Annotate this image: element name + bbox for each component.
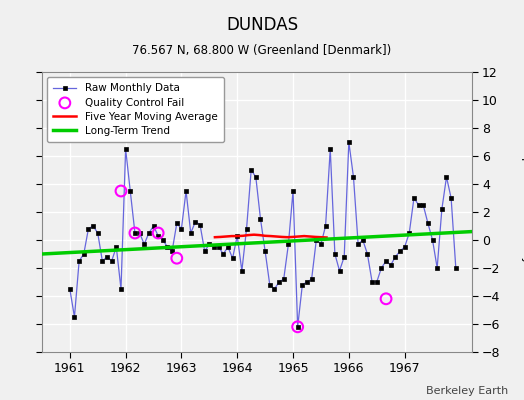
Five Year Moving Average xyxy=(217,234,224,239)
Five Year Moving Average xyxy=(245,233,252,238)
Quality Control Fail xyxy=(172,255,181,262)
Five Year Moving Average xyxy=(223,234,229,239)
Quality Control Fail xyxy=(131,230,139,236)
Five Year Moving Average xyxy=(307,234,313,239)
Five Year Moving Average xyxy=(312,234,319,239)
Five Year Moving Average xyxy=(279,234,285,239)
Raw Monthly Data xyxy=(67,286,73,291)
Five Year Moving Average xyxy=(285,235,291,240)
Raw Monthly Data xyxy=(71,314,78,319)
Five Year Moving Average xyxy=(239,234,246,238)
Quality Control Fail xyxy=(154,230,162,236)
Y-axis label: Temperature Anomaly (°C): Temperature Anomaly (°C) xyxy=(521,133,524,291)
Five Year Moving Average xyxy=(256,233,263,238)
Quality Control Fail xyxy=(293,324,302,330)
Text: 76.567 N, 68.800 W (Greenland [Denmark]): 76.567 N, 68.800 W (Greenland [Denmark]) xyxy=(133,44,391,57)
Quality Control Fail xyxy=(117,188,125,194)
Five Year Moving Average xyxy=(268,234,274,238)
Five Year Moving Average xyxy=(290,234,296,239)
Raw Monthly Data xyxy=(346,140,352,144)
Raw Monthly Data xyxy=(453,266,459,270)
Raw Monthly Data xyxy=(239,268,245,273)
Raw Monthly Data xyxy=(90,224,96,228)
Five Year Moving Average xyxy=(273,234,279,239)
Quality Control Fail xyxy=(382,296,390,302)
Five Year Moving Average xyxy=(301,234,308,238)
Raw Monthly Data xyxy=(388,263,394,268)
Five Year Moving Average xyxy=(296,234,302,239)
Raw Monthly Data xyxy=(369,280,375,284)
Text: DUNDAS: DUNDAS xyxy=(226,16,298,34)
Line: Five Year Moving Average: Five Year Moving Average xyxy=(215,235,326,238)
Text: Berkeley Earth: Berkeley Earth xyxy=(426,386,508,396)
Five Year Moving Average xyxy=(323,235,330,240)
Five Year Moving Average xyxy=(228,234,235,238)
Five Year Moving Average xyxy=(262,234,268,238)
Five Year Moving Average xyxy=(234,234,241,238)
Legend: Raw Monthly Data, Quality Control Fail, Five Year Moving Average, Long-Term Tren: Raw Monthly Data, Quality Control Fail, … xyxy=(47,77,224,142)
Five Year Moving Average xyxy=(212,235,218,240)
Raw Monthly Data xyxy=(294,324,301,329)
Raw Monthly Data xyxy=(257,217,264,222)
Five Year Moving Average xyxy=(251,232,257,237)
Line: Raw Monthly Data: Raw Monthly Data xyxy=(68,140,458,329)
Five Year Moving Average xyxy=(318,235,324,240)
